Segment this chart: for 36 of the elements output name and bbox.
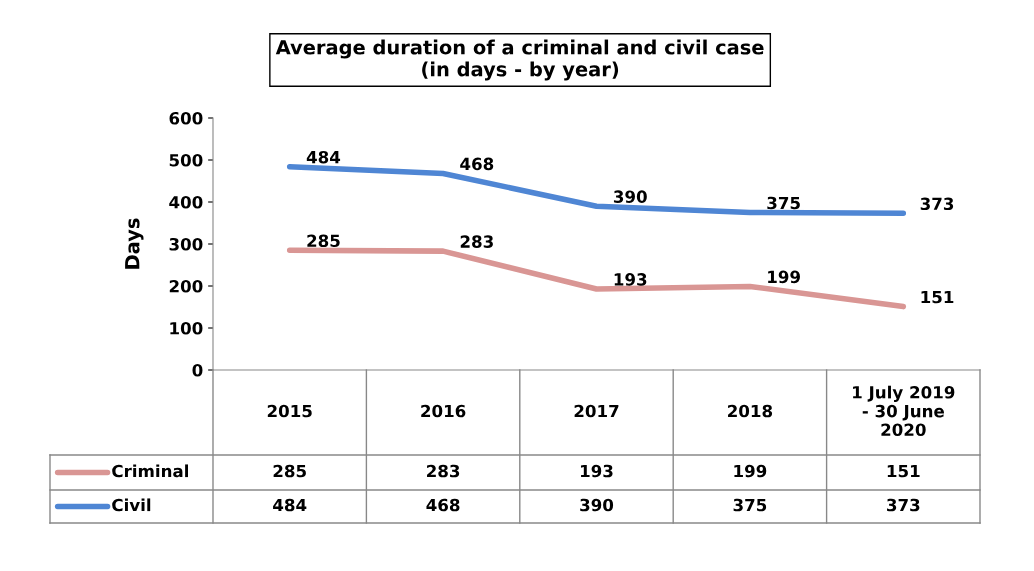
annotation: 193 [614,273,647,286]
legend-label: Criminal [112,464,189,478]
annotation: 283 [460,235,493,248]
annotation: 390 [613,190,647,203]
y-tick-label: 600 [169,111,203,125]
data-label: 373 [887,498,920,512]
y-tick-label: 500 [169,153,203,167]
annotation: 375 [767,196,800,210]
y-tick-label: 400 [169,195,203,209]
data-label: 151 [887,464,920,478]
y-tick-label: 100 [170,321,203,335]
x-tick-label: 2018 [728,404,773,418]
x-tick-label: 1 July 2019 - 30 June 2020 [853,385,955,437]
annotation: 484 [306,150,341,164]
annotation: 373 [920,197,954,211]
annotation: 199 [768,270,800,284]
data-label: 285 [273,464,306,478]
annotation: 151 [921,290,954,304]
data-label: 468 [426,498,460,512]
data-label: 375 [733,498,767,512]
legend-label: Civil [112,498,151,512]
data-label: 484 [273,498,307,512]
data-label: 390 [580,498,614,512]
x-tick-label: 2016 [421,404,466,418]
y-tick-label: 300 [169,237,203,251]
chart-title: Average duration of a criminal and civil case (in days - by year) [275,39,764,81]
y-tick-label: 0 [192,363,203,377]
x-tick-label: 2015 [267,404,312,418]
annotation: 468 [460,157,494,171]
annotation: 285 [307,234,340,248]
y-axis-title: Days [125,218,144,269]
x-tick-label: 2017 [574,404,619,418]
data-label: 193 [580,464,613,478]
data-label: 283 [427,464,460,478]
data-label: 199 [734,464,767,478]
y-tick-label: 200 [169,279,203,293]
